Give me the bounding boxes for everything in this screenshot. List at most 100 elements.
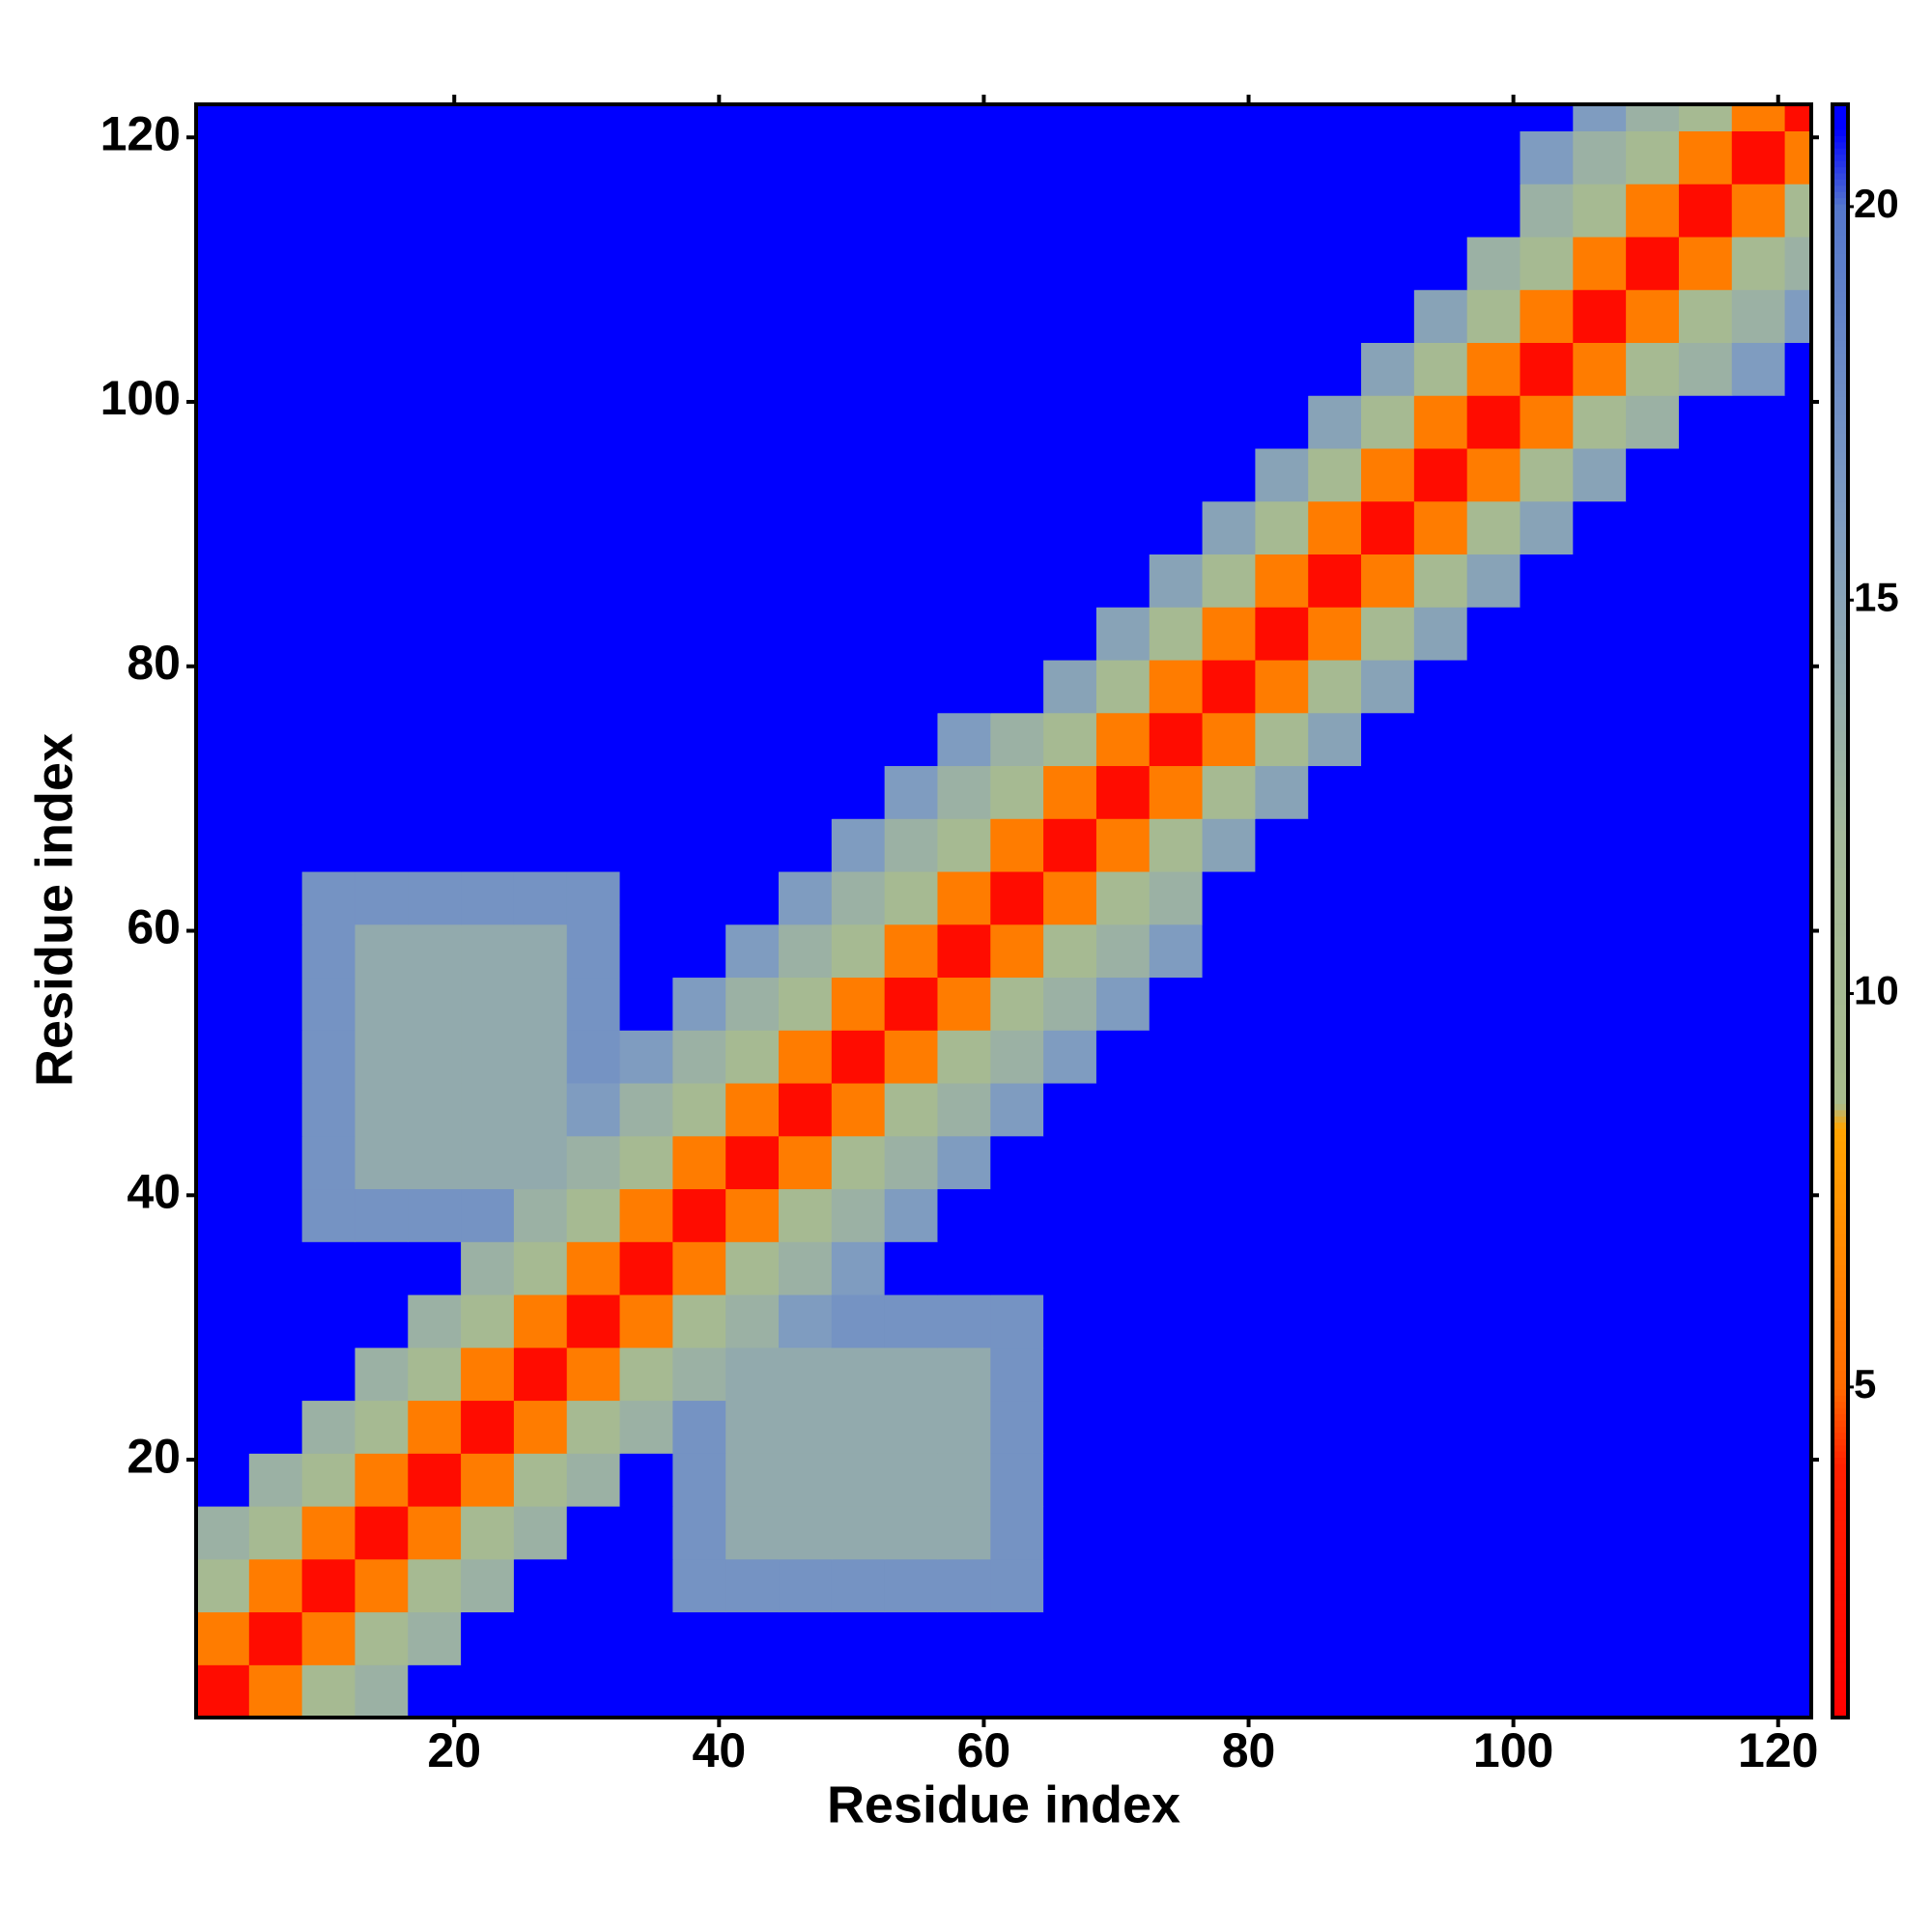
heatmap-cell: [1255, 765, 1309, 819]
colorbar-slice: [1833, 873, 1848, 881]
heatmap-cell: [1466, 870, 1521, 925]
colorbar-slice: [1833, 1363, 1848, 1372]
heatmap-cell: [1308, 1082, 1362, 1137]
heatmap-cell: [566, 1082, 621, 1137]
colorbar-slice: [1833, 346, 1848, 354]
heatmap-cell: [1202, 712, 1256, 767]
heatmap-cell: [937, 500, 991, 555]
heatmap-cell: [672, 607, 726, 661]
colorbar-slice: [1833, 1065, 1848, 1073]
heatmap-cell: [831, 923, 886, 979]
x-tick-label: 20: [427, 1723, 481, 1777]
colorbar-slice: [1833, 1537, 1848, 1545]
colorbar-slice: [1833, 612, 1848, 620]
heatmap-cell: [1466, 818, 1521, 872]
heatmap-cell: [1626, 236, 1680, 291]
colorbar-slice: [1833, 333, 1848, 341]
heatmap-cell: [619, 1400, 673, 1454]
heatmap-cell: [619, 130, 673, 185]
heatmap-cell: [566, 1558, 621, 1613]
heatmap-cell: [196, 500, 250, 555]
heatmap-cell: [779, 1505, 833, 1560]
heatmap-cell: [408, 289, 462, 343]
heatmap-cell: [1361, 765, 1415, 819]
heatmap-cell: [196, 1400, 250, 1454]
colorbar-slice: [1833, 234, 1848, 242]
heatmap-cell: [1043, 607, 1097, 661]
colorbar-slice: [1833, 656, 1848, 664]
heatmap-cell: [301, 447, 356, 502]
heatmap-cell: [513, 1293, 568, 1349]
colorbar-slice: [1833, 1488, 1848, 1495]
heatmap-cell: [248, 977, 303, 1031]
heatmap-cell: [672, 1558, 726, 1613]
heatmap-cell: [937, 1453, 991, 1507]
heatmap-cell: [196, 236, 250, 291]
heatmap-cell: [779, 289, 833, 343]
heatmap-cell: [937, 130, 991, 185]
colorbar-slice: [1833, 1469, 1848, 1477]
heatmap-cell: [725, 1664, 780, 1719]
colorbar-slice: [1833, 1649, 1848, 1657]
heatmap-cell: [884, 1082, 939, 1137]
colorbar-slice: [1833, 898, 1848, 906]
heatmap-cell: [355, 712, 409, 767]
heatmap-cell: [1043, 554, 1097, 608]
heatmap-cell: [779, 1135, 833, 1190]
heatmap-cell: [513, 1505, 568, 1560]
heatmap-cell: [884, 1505, 939, 1560]
colorbar-slice: [1833, 668, 1848, 676]
heatmap-cell: [1678, 500, 1733, 555]
colorbar-slice: [1833, 1605, 1848, 1613]
colorbar-slice: [1833, 1575, 1848, 1582]
heatmap-cell: [1520, 977, 1574, 1031]
heatmap-cell: [1043, 500, 1097, 555]
heatmap-cell: [672, 818, 726, 872]
heatmap-cell: [725, 923, 780, 979]
colorbar-slice: [1833, 179, 1848, 186]
heatmap-cell: [619, 1453, 673, 1507]
heatmap-cell: [1520, 1293, 1574, 1349]
colorbar-tick-label: 20: [1854, 181, 1899, 226]
heatmap-cell: [1413, 500, 1468, 555]
colorbar-slice: [1833, 1022, 1848, 1030]
heatmap-cell: [513, 554, 568, 608]
heatmap-cell: [937, 289, 991, 343]
heatmap-cell: [1520, 607, 1574, 661]
heatmap-cell: [725, 870, 780, 925]
heatmap-cell: [1149, 1505, 1204, 1560]
heatmap-cell: [884, 342, 939, 396]
heatmap-cell: [831, 184, 886, 238]
colorbar-slice: [1833, 1599, 1848, 1607]
colorbar-slice: [1833, 917, 1848, 924]
heatmap-cell: [1731, 104, 1786, 131]
heatmap-cell: [1202, 1293, 1256, 1349]
heatmap-cell: [884, 395, 939, 449]
heatmap-cell: [1255, 870, 1309, 925]
heatmap-cell: [990, 342, 1044, 396]
heatmap-cell: [1678, 1505, 1733, 1560]
heatmap-cell: [566, 1400, 621, 1454]
heatmap-cell: [672, 1082, 726, 1137]
colorbar-slice: [1833, 1208, 1848, 1216]
heatmap-cell: [884, 1611, 939, 1665]
heatmap-cell: [1466, 1030, 1521, 1084]
heatmap-cell: [196, 1611, 250, 1665]
heatmap-cell: [1573, 1241, 1627, 1295]
heatmap-cell: [990, 818, 1044, 872]
heatmap-cell: [566, 130, 621, 185]
heatmap-cell: [1202, 659, 1256, 714]
colorbar-slice: [1833, 532, 1848, 540]
colorbar-slice: [1833, 737, 1848, 745]
heatmap-cell: [1255, 1188, 1309, 1242]
heatmap-cell: [408, 712, 462, 767]
heatmap-cell: [1626, 765, 1680, 819]
colorbar-slice: [1833, 439, 1848, 447]
heatmap-cell: [884, 104, 939, 131]
colorbar-slice: [1833, 805, 1848, 813]
heatmap-cell: [1202, 289, 1256, 343]
colorbar-slice: [1833, 1711, 1848, 1719]
heatmap-cell: [1784, 1293, 1812, 1349]
heatmap-cell: [461, 659, 515, 714]
heatmap-cell: [1731, 1347, 1786, 1402]
